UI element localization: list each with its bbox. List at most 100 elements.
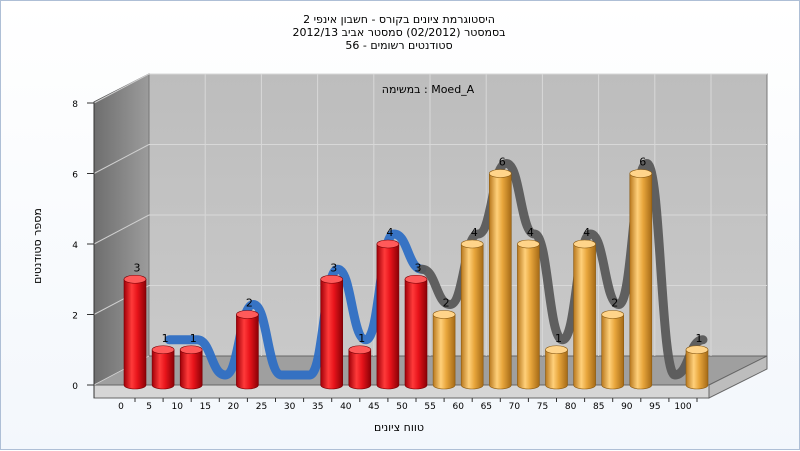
bar-top xyxy=(545,345,568,355)
bar-body xyxy=(460,243,484,390)
x-axis: 0 5 10 15 20 25 30 35 40 45 50 55 60 65 70 75 80 85 90 95 10… xyxy=(118,398,698,412)
y-tick-label: 2 xyxy=(72,312,78,322)
data-label: 3 xyxy=(134,261,141,274)
data-label: 4 xyxy=(386,226,393,239)
bar-top xyxy=(517,239,540,249)
bar-top xyxy=(348,345,372,355)
bar-top xyxy=(320,274,344,284)
data-label: 3 xyxy=(415,261,422,274)
bar-0: 3 xyxy=(123,261,147,390)
x-tick-label: 0 xyxy=(118,402,124,412)
x-tick-label: 40 xyxy=(340,402,352,412)
chart-subtitle: במשימה : Moed_A xyxy=(382,83,475,96)
bar-body xyxy=(573,243,596,390)
bar-top xyxy=(488,169,512,178)
chart-title-line-3: סטודנטים רשומים - 56 xyxy=(345,39,452,52)
bar-body xyxy=(545,349,568,390)
bar-body xyxy=(629,173,653,390)
bar-top xyxy=(432,310,456,319)
x-tick-label: 45 xyxy=(368,402,379,412)
bar-top xyxy=(601,310,625,319)
bar-55: 2 xyxy=(432,297,456,390)
bar-top xyxy=(460,239,484,249)
bar-65: 6 xyxy=(488,156,512,390)
bar-body xyxy=(320,278,343,390)
data-label: 4 xyxy=(527,226,534,239)
bar-60: 4 xyxy=(460,226,484,390)
bar-body xyxy=(517,243,540,390)
bar-top xyxy=(573,239,596,249)
bar-body xyxy=(489,173,512,390)
data-label: 1 xyxy=(358,332,365,345)
x-tick-label: 75 xyxy=(537,402,548,412)
data-label: 6 xyxy=(499,156,506,169)
bar-top xyxy=(404,274,428,284)
y-axis: 0 2 4 6 8 xyxy=(72,100,95,398)
bar-100: 1 xyxy=(685,332,709,390)
bar-10: 1 xyxy=(179,332,203,390)
grid-line-side xyxy=(93,214,150,245)
curve-ribbon-right xyxy=(417,158,708,380)
bar-body xyxy=(376,243,400,390)
x-tick-label: 10 xyxy=(171,402,183,412)
bar-body xyxy=(179,349,203,390)
data-label: 2 xyxy=(443,297,450,310)
bar-top xyxy=(179,345,203,355)
grid-line-side xyxy=(93,144,150,174)
x-tick-label: 35 xyxy=(312,402,323,412)
data-label: 3 xyxy=(330,261,337,274)
x-axis-label: טווח ציונים xyxy=(374,421,424,434)
chart-title-line-1: היסטוגרמת ציונים בקורס - חשבון אינפי 2 xyxy=(303,13,495,26)
x-tick-label: 100 xyxy=(674,402,691,412)
x-tick-label: 15 xyxy=(200,402,211,412)
bar-body xyxy=(404,278,428,390)
x-tick-label: 95 xyxy=(649,402,660,412)
bar-body xyxy=(348,349,372,390)
y-tick-label: 4 xyxy=(72,241,78,251)
chart-title-line-2: בסמסטר (02/2012) סמסטר אביב 2012/13 xyxy=(292,26,505,39)
bar-body xyxy=(685,349,709,390)
x-tick-label: 25 xyxy=(256,402,267,412)
x-tick-label: 85 xyxy=(593,402,604,412)
data-label: 6 xyxy=(639,156,646,169)
bar-top xyxy=(376,239,400,249)
bar-50: 3 xyxy=(404,261,428,390)
y-axis-label: מספר סטודנטים xyxy=(31,208,44,284)
bar-80: 4 xyxy=(573,226,596,390)
bar-body xyxy=(601,314,624,390)
bar-top xyxy=(685,345,709,355)
bar-body xyxy=(432,314,456,390)
x-tick-label: 60 xyxy=(452,402,464,412)
bar-90: 6 xyxy=(629,156,653,390)
data-label: 1 xyxy=(555,332,562,345)
data-label: 1 xyxy=(696,332,703,345)
x-tick-label: 50 xyxy=(396,402,408,412)
y-tick-label: 6 xyxy=(72,171,78,181)
bar-75: 1 xyxy=(545,332,568,390)
bar-top xyxy=(151,345,175,355)
bar-body xyxy=(123,278,147,390)
x-tick-label: 20 xyxy=(228,402,240,412)
data-label: 2 xyxy=(611,297,618,310)
bar-40: 1 xyxy=(348,332,372,390)
bar-20: 2 xyxy=(236,297,259,390)
x-tick-label: 55 xyxy=(424,402,435,412)
x-tick-label: 65 xyxy=(481,402,492,412)
bar-85: 2 xyxy=(601,297,625,390)
y-tick-label: 8 xyxy=(72,100,78,110)
bar-body xyxy=(236,314,259,390)
data-label: 2 xyxy=(246,297,253,310)
data-label: 1 xyxy=(162,332,169,345)
x-tick-label: 80 xyxy=(565,402,577,412)
bar-45: 4 xyxy=(376,226,400,390)
x-tick-label: 5 xyxy=(146,402,152,412)
bar-top xyxy=(123,274,147,284)
x-tick-label: 30 xyxy=(284,402,296,412)
bar-35: 3 xyxy=(320,261,344,390)
grid-line-side xyxy=(93,73,150,104)
bar-top xyxy=(236,310,259,319)
bar-5: 1 xyxy=(151,332,175,390)
bars: 3 1 1 2 3 1 4 3 2 4 6 4 1 4 2 6 1 xyxy=(123,156,709,390)
